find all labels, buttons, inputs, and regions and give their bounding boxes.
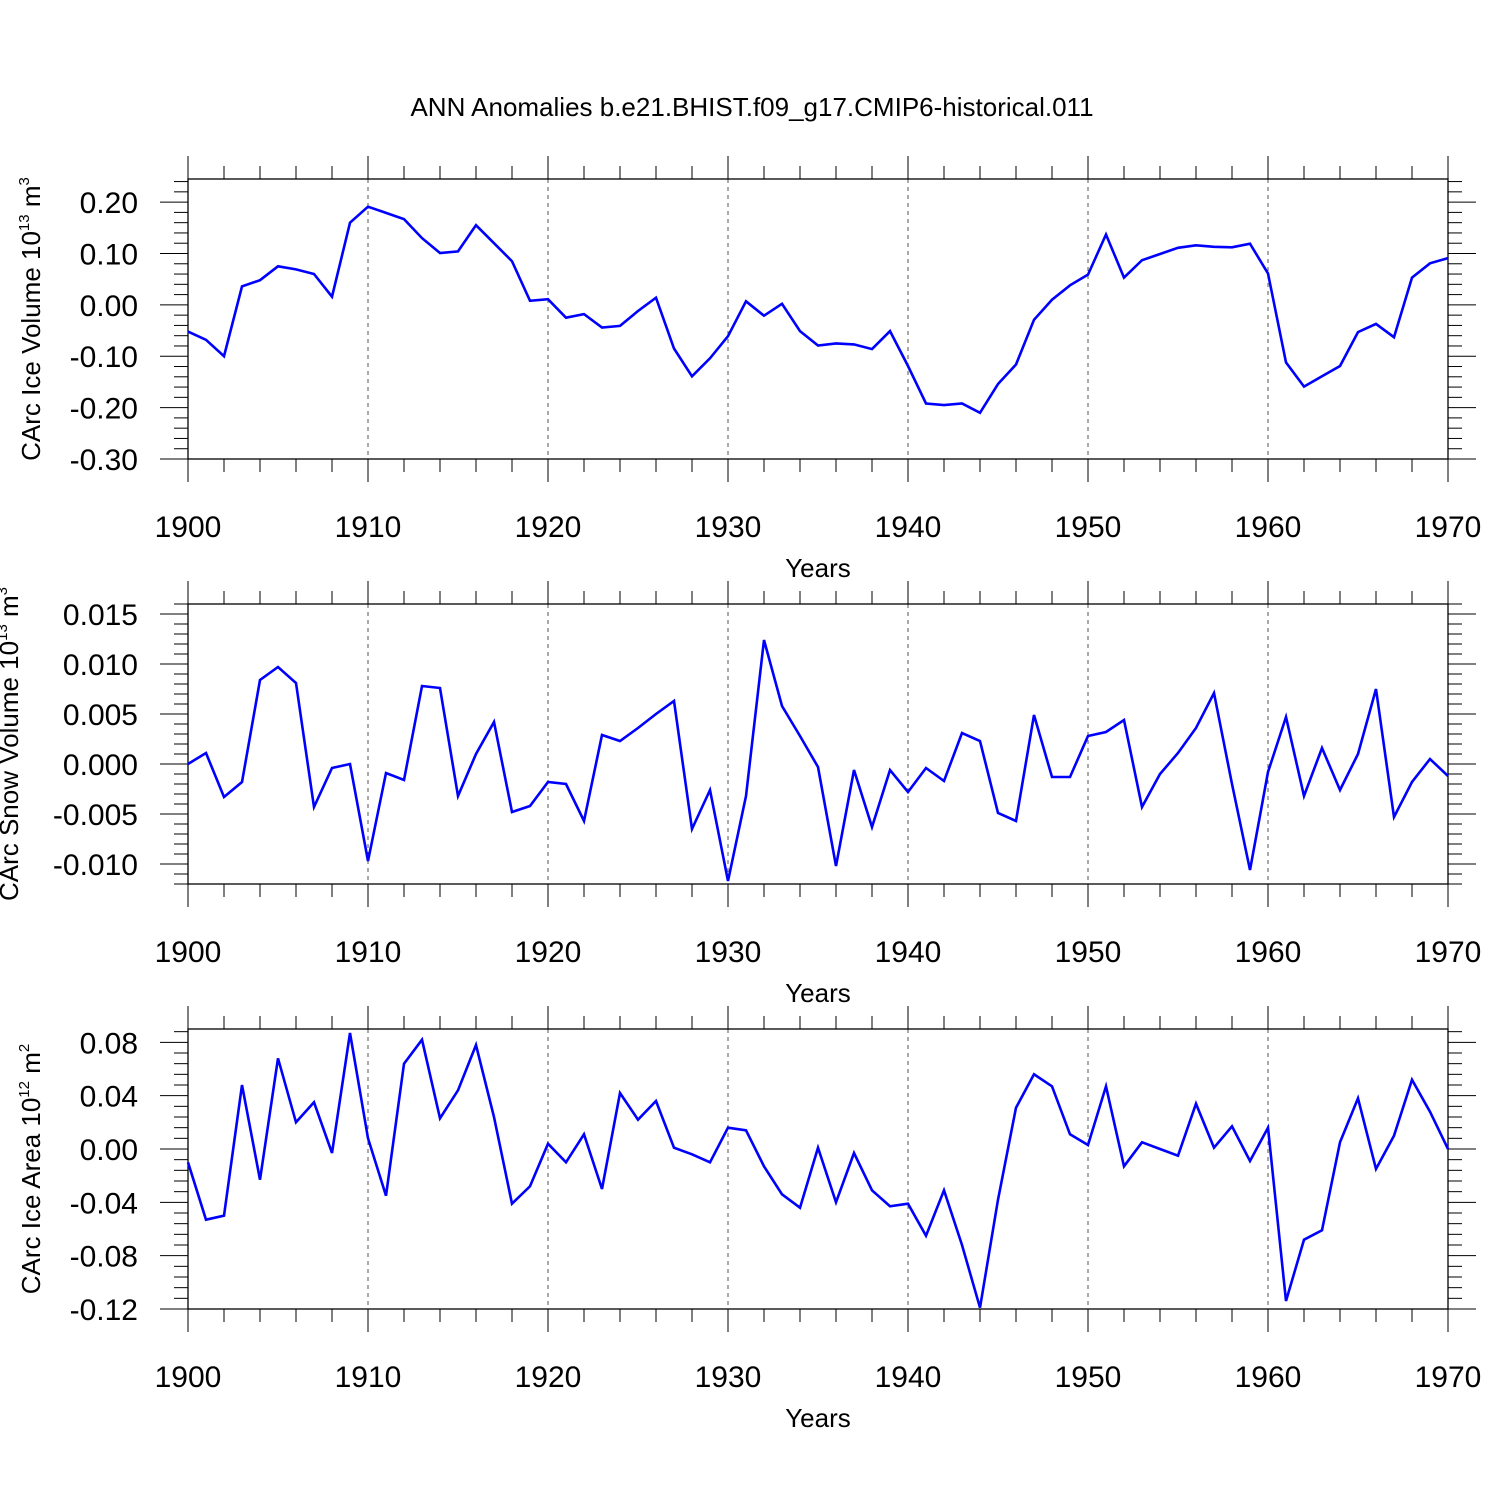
x-tick-label: 1930 xyxy=(695,1361,762,1394)
x-axis-label: Years xyxy=(785,1403,851,1433)
y-tick-label: 0.00 xyxy=(80,1134,138,1167)
x-tick-label: 1960 xyxy=(1235,936,1302,969)
x-axis-label: Years xyxy=(785,553,851,583)
x-tick-label: 1940 xyxy=(875,936,942,969)
x-tick-label: 1930 xyxy=(695,936,762,969)
panel-2: 0.015 0.010 0.005 0.000 -0.005 -0.010 1900 1910… xyxy=(0,581,1481,1008)
x-tick-label: 1930 xyxy=(695,511,762,544)
y-tick-label: 0.010 xyxy=(63,649,138,682)
x-tick-label: 1920 xyxy=(515,1361,582,1394)
plot-frame xyxy=(187,1028,1449,1310)
chart-title: ANN Anomalies b.e21.BHIST.f09_g17.CMIP6-… xyxy=(410,92,1093,122)
x-tick-label: 1970 xyxy=(1415,511,1482,544)
y-tick-label: 0.000 xyxy=(63,749,138,782)
y-tick-label: -0.005 xyxy=(53,799,138,832)
x-tick-label: 1910 xyxy=(335,511,402,544)
x-tick-label: 1900 xyxy=(155,1361,222,1394)
x-tick-label: 1910 xyxy=(335,936,402,969)
x-tick-label: 1970 xyxy=(1415,1361,1482,1394)
x-tick-label: 1940 xyxy=(875,511,942,544)
y-axis-label: CArc Ice Area 1012 m2 xyxy=(16,1044,46,1294)
y-tick-label: 0.005 xyxy=(63,699,138,732)
x-tick-label: 1970 xyxy=(1415,936,1482,969)
y-tick-label: -0.30 xyxy=(70,444,138,477)
y-tick-label: -0.20 xyxy=(70,393,138,426)
x-tick-label: 1950 xyxy=(1055,511,1122,544)
y-tick-label: 0.20 xyxy=(80,187,138,220)
y-tick-label: -0.010 xyxy=(53,849,138,882)
series-line xyxy=(186,1032,1450,1309)
series-line xyxy=(187,205,1449,415)
y-tick-label: -0.08 xyxy=(70,1241,138,1274)
y-tick-label: -0.12 xyxy=(70,1294,138,1327)
plot-frame xyxy=(187,603,1449,885)
x-tick-label: 1950 xyxy=(1055,936,1122,969)
x-tick-label: 1920 xyxy=(515,511,582,544)
y-tick-label: 0.04 xyxy=(80,1081,138,1114)
y-tick-label: 0.015 xyxy=(63,599,138,632)
y-tick-label: 0.10 xyxy=(80,238,138,271)
x-tick-label: 1900 xyxy=(155,511,222,544)
x-tick-label: 1910 xyxy=(335,1361,402,1394)
y-axis-label: CArc Ice Volume 1013 m3 xyxy=(16,177,46,461)
y-tick-label: 0.08 xyxy=(80,1027,138,1060)
y-tick-label: 0.00 xyxy=(80,290,138,323)
panel-3: 0.08 0.04 0.00 -0.04 -0.08 -0.12 1900 1910 1920 1… xyxy=(16,1006,1481,1433)
y-tick-label: -0.10 xyxy=(70,341,138,374)
x-axis-label: Years xyxy=(785,978,851,1008)
x-tick-label: 1940 xyxy=(875,1361,942,1394)
x-tick-label: 1900 xyxy=(155,936,222,969)
x-tick-label: 1960 xyxy=(1235,1361,1302,1394)
plot-frame xyxy=(187,178,1449,460)
x-tick-label: 1950 xyxy=(1055,1361,1122,1394)
y-axis-label: CArc Snow Volume 1013 m3 xyxy=(0,587,24,901)
series-line xyxy=(187,639,1449,882)
panel-1: 0.20 0.10 0.00 -0.10 -0.20 -0.30 1900 1910 1920 1… xyxy=(16,156,1481,583)
y-tick-label: -0.04 xyxy=(70,1187,138,1220)
x-tick-label: 1920 xyxy=(515,936,582,969)
x-tick-label: 1960 xyxy=(1235,511,1302,544)
